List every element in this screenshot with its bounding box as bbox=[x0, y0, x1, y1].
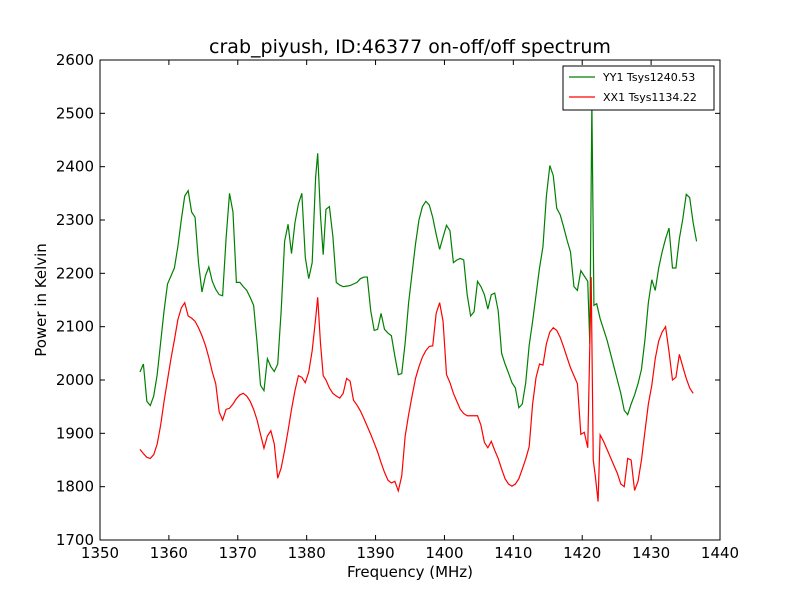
x-tick-label: 1360 bbox=[150, 544, 188, 562]
y-axis: 1700 1800 1900 2000 2100 2200 2300 2400 2500 2600 bbox=[56, 51, 720, 549]
y-tick-label: 1900 bbox=[56, 424, 94, 442]
y-tick-label: 2300 bbox=[56, 211, 94, 229]
y-tick-label: 2100 bbox=[56, 318, 94, 336]
x-axis-label: Frequency (MHz) bbox=[347, 563, 473, 581]
series-line-2 bbox=[139, 277, 694, 502]
x-tick-label: 1400 bbox=[425, 544, 463, 562]
y-tick-label: 1700 bbox=[56, 531, 94, 549]
x-tick-label: 1350 bbox=[81, 544, 119, 562]
y-tick-label: 2200 bbox=[56, 264, 94, 282]
y-axis-label: Power in Kelvin bbox=[32, 243, 50, 357]
legend-box bbox=[562, 65, 715, 111]
plot-area bbox=[139, 102, 698, 502]
y-tick-label: 2600 bbox=[56, 51, 94, 69]
x-axis: 1350 1360 1370 1380 1390 1400 1410 1420 1430 1440 bbox=[81, 60, 739, 562]
x-tick-label: 1380 bbox=[288, 544, 326, 562]
y-tick-label: 2000 bbox=[56, 371, 94, 389]
y-tick-label: 2500 bbox=[56, 104, 94, 122]
legend-label-1: YY1 Tsys1240.53 bbox=[602, 71, 695, 84]
legend: YY1 Tsys1240.53 XX1 Tsys1134.22 bbox=[562, 65, 715, 111]
x-tick-label: 1440 bbox=[701, 544, 739, 562]
y-tick-label: 1800 bbox=[56, 478, 94, 496]
series-line-1 bbox=[139, 102, 698, 416]
x-tick-label: 1410 bbox=[494, 544, 532, 562]
chart-title: crab_piyush, ID:46377 on-off/off spectru… bbox=[209, 36, 611, 58]
y-tick-label: 2400 bbox=[56, 158, 94, 176]
x-tick-label: 1390 bbox=[356, 544, 394, 562]
axes-frame bbox=[99, 59, 721, 541]
x-tick-label: 1430 bbox=[632, 544, 670, 562]
x-tick-label: 1370 bbox=[219, 544, 257, 562]
legend-label-2: XX1 Tsys1134.22 bbox=[603, 91, 697, 104]
x-tick-label: 1420 bbox=[563, 544, 601, 562]
